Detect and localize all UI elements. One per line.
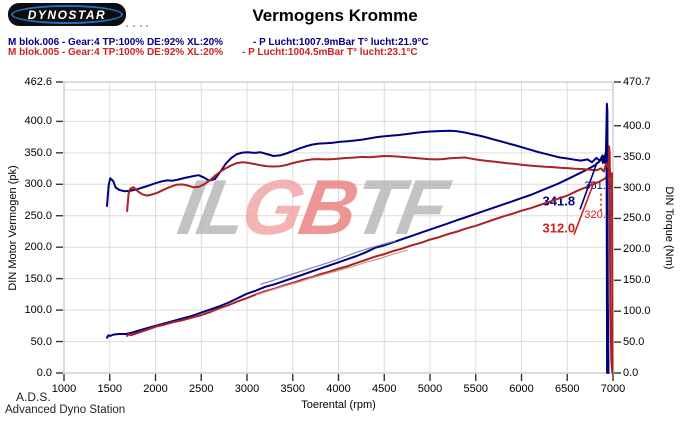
y-axis-left-title: DIN Motor Vermogen (pk) — [7, 165, 19, 291]
x-tick-label: 6000 — [509, 383, 534, 395]
logo-flourish-dots — [124, 24, 150, 28]
ads-full-name: Advanced Dyno Station — [5, 404, 126, 416]
y-right-tick-label: 250.0 — [623, 212, 651, 225]
y-axis-right-title: DIN Torque (Nm) — [663, 186, 675, 270]
y-left-tick-label: 350.0 — [24, 146, 52, 159]
dynostar-logo: DYNOSTAR — [8, 3, 126, 26]
ads-abbreviation: A.D.S. — [16, 390, 51, 404]
series-blok006-power-trace — [260, 240, 396, 285]
y-left-tick-label: 200.0 — [24, 241, 52, 254]
x-tick-label: 1000 — [51, 383, 77, 395]
annotation-blok006-max-power: 341.8 — [542, 193, 576, 209]
run2-label: M blok.005 - Gear:4 TP:100% DE:92% XL:20… — [8, 47, 224, 58]
series-blok006-torque — [106, 129, 609, 374]
y-left-tick-label: 50.0 — [30, 335, 52, 348]
x-tick-label: 2500 — [189, 383, 214, 395]
y-left-tick-label: 400.0 — [24, 115, 52, 128]
x-tick-label: 1500 — [97, 383, 122, 395]
y-right-tick-label: 100.0 — [623, 305, 651, 318]
logo-ellipse-icon — [11, 5, 123, 24]
run1-conditions: - P Lucht:1007.9mBar T° lucht:21.9°C — [253, 37, 429, 48]
x-tick-label: 6500 — [555, 383, 580, 395]
x-axis-title: Toerental (rpm) — [301, 399, 376, 411]
y-right-tick-label: 350.0 — [623, 150, 651, 163]
y-right-tick-label: 150.0 — [623, 274, 651, 287]
y-right-tick-label: 400.0 — [623, 119, 651, 132]
x-tick-label: 3500 — [280, 383, 305, 395]
run1-label: M blok.006 - Gear:4 TP:100% DE:92% XL:20… — [8, 37, 224, 48]
annotation-blok005-max-power: 312.0 — [542, 220, 576, 236]
y-right-tick-label: 200.0 — [623, 243, 651, 256]
x-tick-label: 4000 — [326, 383, 351, 395]
peak-leader-line — [573, 182, 595, 235]
y-left-tick-label: 462.6 — [24, 76, 52, 88]
peak-leader-line — [579, 161, 598, 210]
run2-conditions: - P Lucht:1004.5mBar T° lucht:23.1°C — [242, 47, 418, 58]
series-blok005-power-trace — [255, 249, 408, 296]
x-tick-label: 5500 — [463, 383, 488, 395]
annotation-blok005-torque-at-peak: 320.9 — [584, 209, 612, 222]
y-right-tick-label: 300.0 — [623, 181, 651, 194]
y-right-tick-label: 470.7 — [623, 76, 651, 88]
series-blok006-power — [106, 102, 610, 374]
y-left-tick-label: 300.0 — [24, 178, 52, 191]
y-left-tick-label: 250.0 — [24, 209, 52, 222]
y-left-tick-label: 150.0 — [24, 272, 52, 285]
y-left-tick-label: 0.0 — [36, 367, 52, 379]
x-tick-label: 3000 — [234, 383, 260, 395]
x-tick-label: 5000 — [417, 383, 443, 395]
x-tick-label: 4500 — [372, 383, 397, 395]
y-right-tick-label: 50.0 — [623, 336, 645, 349]
x-tick-label: 2000 — [143, 383, 168, 395]
y-right-tick-label: 0.0 — [623, 367, 639, 379]
logo-wordmark: DYNOSTAR — [27, 7, 107, 22]
series-blok005-power — [126, 145, 614, 374]
x-tick-label: 7000 — [600, 383, 626, 395]
y-left-tick-label: 100.0 — [24, 304, 52, 317]
chart-title: Vermogens Kromme — [252, 6, 418, 25]
series-blok005-torque — [126, 155, 614, 374]
